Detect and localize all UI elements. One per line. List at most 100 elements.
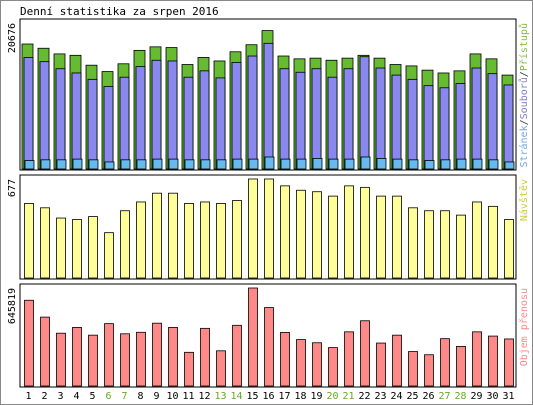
bar-pristupy-2-18	[296, 158, 307, 170]
bar-pristupy-2-25	[408, 159, 419, 170]
bar-navstevy-0-20	[328, 195, 338, 279]
bar-pristupy-1-26	[423, 85, 434, 170]
bar-pristupy-1-27	[439, 87, 450, 170]
bar-pristupy-2-6	[104, 161, 115, 170]
bar-pristupy-1-21	[343, 68, 354, 170]
bar-pristupy-1-23	[375, 67, 386, 170]
bar-pristupy-1-2	[39, 61, 50, 170]
bar-navstevy-0-1	[24, 203, 34, 279]
series-prenos-0	[24, 287, 514, 387]
bar-prenos-0-31	[504, 338, 514, 387]
y-max-label-prenos: 645819	[7, 288, 18, 324]
bar-navstevy-0-14	[232, 200, 242, 279]
bar-prenos-0-14	[232, 324, 242, 387]
bar-navstevy-0-21	[344, 185, 354, 279]
bar-pristupy-2-24	[392, 158, 403, 170]
bar-navstevy-0-3	[56, 217, 66, 279]
bar-prenos-0-16	[264, 307, 274, 387]
bar-pristupy-1-4	[71, 72, 82, 170]
bar-pristupy-2-14	[232, 158, 243, 170]
bar-navstevy-0-11	[184, 203, 194, 279]
bar-prenos-0-7	[120, 333, 130, 387]
x-tick-label-26: 26	[422, 391, 434, 402]
legend-entry-prenos-0: Objem přenosu	[518, 288, 530, 366]
legend-entry-pristupy-4: Přístupů	[518, 23, 530, 71]
bar-pristupy-2-1	[24, 160, 35, 170]
bar-prenos-0-26	[424, 354, 434, 387]
bar-pristupy-1-1	[23, 57, 34, 170]
bar-pristupy-1-6	[103, 85, 114, 170]
bar-prenos-0-4	[72, 327, 82, 387]
bar-prenos-0-28	[456, 345, 466, 387]
y-max-label-pristupy: 20676	[7, 23, 18, 53]
bar-prenos-0-9	[152, 322, 162, 387]
bar-navstevy-0-9	[152, 192, 162, 279]
bar-navstevy-0-26	[424, 210, 434, 279]
bar-pristupy-2-30	[488, 159, 499, 170]
bar-navstevy-0-19	[312, 191, 322, 279]
bar-pristupy-2-27	[440, 159, 451, 170]
bar-pristupy-2-19	[312, 158, 323, 170]
bar-prenos-0-5	[88, 334, 98, 387]
bar-navstevy-0-18	[296, 189, 306, 279]
x-tick-label-13: 13	[214, 391, 226, 402]
bar-prenos-0-2	[40, 316, 50, 387]
x-tick-label-21: 21	[342, 391, 354, 402]
bar-pristupy-1-20	[327, 76, 338, 170]
bar-pristupy-2-26	[424, 160, 435, 170]
bar-pristupy-2-8	[136, 159, 147, 170]
bar-pristupy-2-7	[120, 159, 131, 170]
x-tick-label-28: 28	[454, 391, 466, 402]
x-tick-label-9: 9	[153, 391, 159, 402]
bar-pristupy-1-14	[231, 61, 242, 170]
x-tick-label-12: 12	[198, 391, 210, 402]
bar-pristupy-2-12	[200, 159, 211, 170]
bar-pristupy-1-10	[167, 60, 178, 170]
bar-navstevy-0-22	[360, 186, 370, 279]
bar-pristupy-2-13	[216, 159, 227, 170]
bar-pristupy-1-30	[487, 73, 498, 170]
x-tick-label-23: 23	[374, 391, 386, 402]
bar-prenos-0-24	[392, 334, 402, 387]
bar-navstevy-0-12	[200, 201, 210, 279]
bar-navstevy-0-13	[216, 203, 226, 279]
legend-entry-pristupy-2: Souborů	[518, 77, 530, 119]
bar-prenos-0-1	[24, 299, 34, 387]
bar-pristupy-1-22	[359, 56, 370, 170]
series-pristupy-2	[24, 156, 515, 170]
bar-prenos-0-29	[472, 331, 482, 387]
x-tick-label-11: 11	[182, 391, 194, 402]
x-tick-label-4: 4	[73, 391, 79, 402]
x-tick-label-27: 27	[438, 391, 450, 402]
legend-pristupy: Stránek/Souborů/Přístupů	[518, 23, 530, 168]
bar-prenos-0-22	[360, 320, 370, 387]
bar-pristupy-1-18	[295, 71, 306, 170]
bar-prenos-0-6	[104, 323, 114, 387]
x-tick-label-7: 7	[121, 391, 127, 402]
bar-navstevy-0-31	[504, 219, 514, 279]
bar-prenos-0-12	[200, 327, 210, 387]
x-tick-label-20: 20	[326, 391, 338, 402]
bar-pristupy-2-17	[280, 158, 291, 170]
bar-pristupy-1-11	[183, 76, 194, 170]
bar-pristupy-2-20	[328, 158, 339, 170]
bar-pristupy-1-16	[263, 42, 274, 170]
bar-pristupy-1-29	[471, 67, 482, 170]
bar-navstevy-0-6	[104, 232, 114, 279]
bar-pristupy-2-3	[56, 159, 67, 170]
bar-prenos-0-18	[296, 339, 306, 387]
bar-prenos-0-20	[328, 347, 338, 387]
x-axis-day-labels: 1 2 3 4 5 6 7 8 9 10 11 12 13 14 15 16 17 18 19 20 21 22 23 24 2…	[25, 391, 514, 402]
bar-navstevy-0-30	[488, 205, 498, 279]
bar-pristupy-1-7	[119, 76, 130, 170]
panel-navstevy: 677 Návštěv	[7, 174, 530, 280]
legend-entry-pristupy-1: /	[519, 119, 530, 125]
bar-pristupy-1-9	[151, 59, 162, 170]
bar-pristupy-2-9	[152, 158, 163, 170]
bar-pristupy-2-10	[168, 158, 179, 170]
x-tick-label-31: 31	[502, 391, 514, 402]
bar-pristupy-1-28	[455, 83, 466, 170]
bar-prenos-0-19	[312, 342, 322, 387]
bar-pristupy-2-15	[248, 158, 259, 170]
